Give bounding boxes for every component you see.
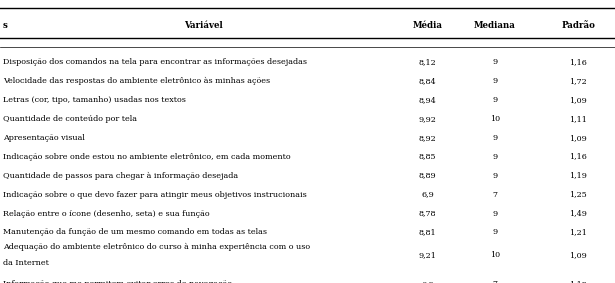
Text: 8,78: 8,78 <box>419 209 436 218</box>
Text: 8,94: 8,94 <box>419 96 436 104</box>
Text: 1,09: 1,09 <box>569 96 587 104</box>
Text: 9: 9 <box>493 96 498 104</box>
Text: 1,16: 1,16 <box>569 58 587 66</box>
Text: s: s <box>3 21 8 30</box>
Text: 1,09: 1,09 <box>569 251 587 259</box>
Text: Padrão: Padrão <box>561 21 595 30</box>
Text: 10: 10 <box>490 251 500 259</box>
Text: 1,21: 1,21 <box>569 228 587 237</box>
Text: 8,89: 8,89 <box>419 171 436 180</box>
Text: 9: 9 <box>493 134 498 142</box>
Text: 9,21: 9,21 <box>418 251 437 259</box>
Text: 7: 7 <box>493 280 498 283</box>
Text: Adequação do ambiente eletrônico do curso à minha experiência com o uso: Adequação do ambiente eletrônico do curs… <box>3 243 310 251</box>
Text: Manutenção da função de um mesmo comando em todas as telas: Manutenção da função de um mesmo comando… <box>3 228 267 237</box>
Text: Variável: Variável <box>183 21 223 30</box>
Text: Mediana: Mediana <box>474 21 516 30</box>
Text: 9: 9 <box>493 77 498 85</box>
Text: 9: 9 <box>493 58 498 66</box>
Text: Velocidade das respostas do ambiente eletrônico às minhas ações: Velocidade das respostas do ambiente ele… <box>3 77 270 85</box>
Text: 9: 9 <box>493 153 498 161</box>
Text: 1,19: 1,19 <box>569 171 587 180</box>
Text: Indicação sobre o que devo fazer para atingir meus objetivos instrucionais: Indicação sobre o que devo fazer para at… <box>3 190 307 199</box>
Text: 8,81: 8,81 <box>419 228 436 237</box>
Text: Letras (cor, tipo, tamanho) usadas nos textos: Letras (cor, tipo, tamanho) usadas nos t… <box>3 96 186 104</box>
Text: 1,11: 1,11 <box>569 115 587 123</box>
Text: 9,92: 9,92 <box>418 115 437 123</box>
Text: 1,25: 1,25 <box>569 190 587 199</box>
Text: 10: 10 <box>490 115 500 123</box>
Text: 6,9: 6,9 <box>421 190 434 199</box>
Text: 9: 9 <box>493 209 498 218</box>
Text: 8,84: 8,84 <box>419 77 436 85</box>
Text: 7: 7 <box>493 190 498 199</box>
Text: 8,85: 8,85 <box>419 153 436 161</box>
Text: 1,18: 1,18 <box>569 280 587 283</box>
Text: Média: Média <box>413 21 442 30</box>
Text: 8,92: 8,92 <box>419 134 436 142</box>
Text: Disposição dos comandos na tela para encontrar as informações desejadas: Disposição dos comandos na tela para enc… <box>3 58 307 66</box>
Text: 1,16: 1,16 <box>569 153 587 161</box>
Text: Quantidade de conteúdo por tela: Quantidade de conteúdo por tela <box>3 115 137 123</box>
Text: 8,12: 8,12 <box>419 58 436 66</box>
Text: 6,9: 6,9 <box>421 280 434 283</box>
Text: Indicação sobre onde estou no ambiente eletrônico, em cada momento: Indicação sobre onde estou no ambiente e… <box>3 153 291 161</box>
Text: 1,49: 1,49 <box>569 209 587 218</box>
Text: Apresentação visual: Apresentação visual <box>3 134 85 142</box>
Text: 9: 9 <box>493 228 498 237</box>
Text: Quantidade de passos para chegar à informação desejada: Quantidade de passos para chegar à infor… <box>3 171 238 180</box>
Text: 1,09: 1,09 <box>569 134 587 142</box>
Text: Relação entre o ícone (desenho, seta) e sua função: Relação entre o ícone (desenho, seta) e … <box>3 209 210 218</box>
Text: 1,72: 1,72 <box>569 77 587 85</box>
Text: Informação que me permitem evitar erros de navegação: Informação que me permitem evitar erros … <box>3 280 232 283</box>
Text: da Internet: da Internet <box>3 259 49 267</box>
Text: 9: 9 <box>493 171 498 180</box>
